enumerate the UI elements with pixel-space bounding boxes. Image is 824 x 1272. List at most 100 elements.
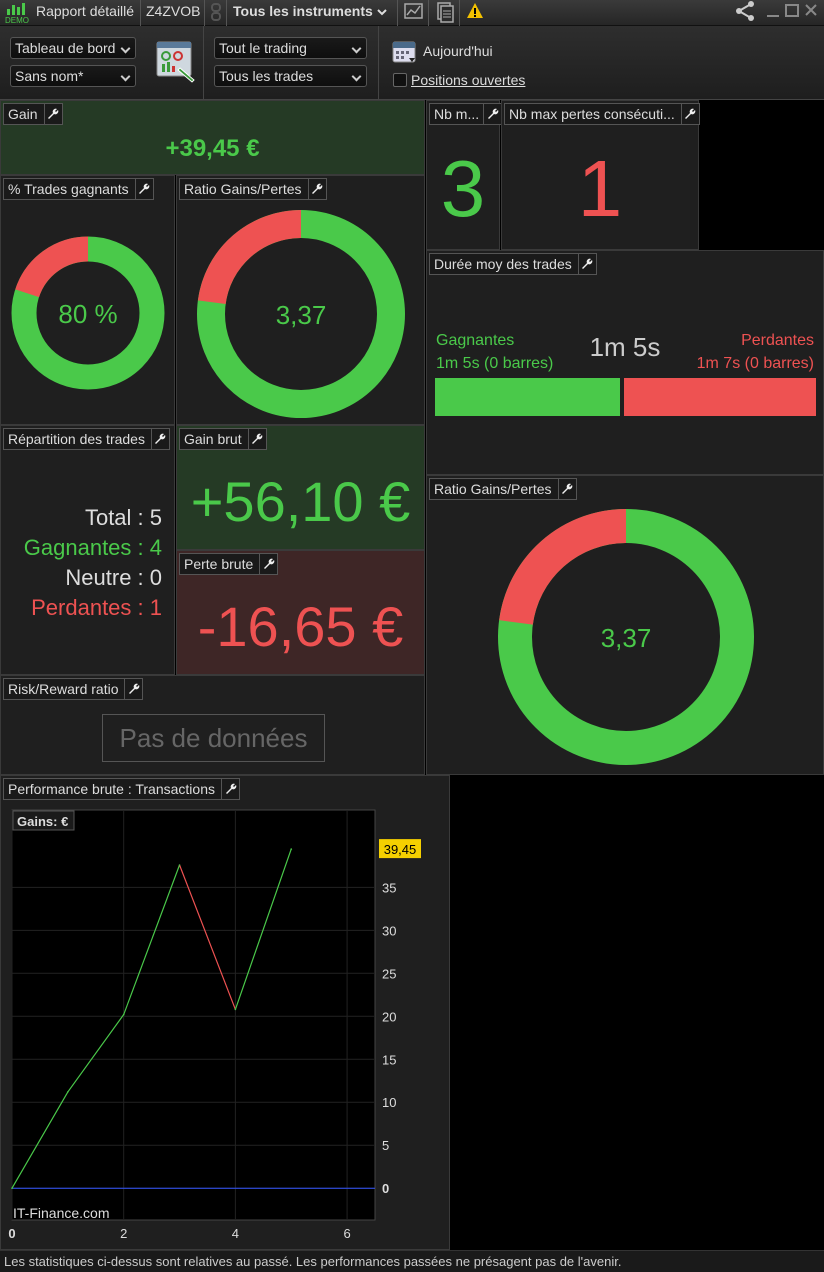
duration-bar-winning — [435, 378, 620, 416]
panel-title: % Trades gagnants — [3, 178, 154, 200]
losing-duration: 1m 7s (0 barres) — [696, 355, 814, 372]
x-tick-label: 6 — [343, 1226, 350, 1241]
duration-bar-losing — [624, 378, 816, 416]
profit-ratio-large-donut: 3,37 — [498, 509, 754, 765]
maximize-icon[interactable] — [784, 0, 800, 26]
legend-box — [12, 810, 75, 831]
watermark: IT-Finance.com — [13, 1205, 109, 1221]
last-value-badge — [379, 839, 421, 859]
dashboard-settings-icon[interactable] — [154, 38, 198, 84]
data-point — [234, 1008, 237, 1011]
max-wins-value: 3 — [440, 144, 486, 233]
series-segment — [123, 864, 181, 1015]
data-point — [11, 1187, 13, 1189]
profit-ratio-value: 3,37 — [276, 300, 327, 330]
max-consecutive-losses-panel: Nb max pertes consécuti... 1 — [501, 100, 700, 250]
wrench-icon[interactable] — [43, 104, 62, 124]
risk-reward-panel: Risk/Reward ratio Pas de données — [0, 675, 425, 775]
account-label[interactable]: Z4ZVOB — [146, 3, 201, 19]
data-point — [122, 1013, 125, 1016]
gross-loss-panel: Perte brute -16,65 € — [176, 550, 425, 675]
open-positions-checkbox[interactable] — [393, 73, 407, 87]
neutral-trades: Neutre : 0 — [65, 565, 162, 590]
x-tick-label: 2 — [120, 1226, 127, 1241]
performance-panel: Performance brute : Transactions 0 5 10 15 2… — [0, 775, 450, 1250]
series-segment — [11, 1091, 69, 1189]
close-icon[interactable] — [803, 0, 819, 26]
share-icon[interactable] — [734, 0, 756, 26]
data-point — [290, 848, 293, 850]
calendar-icon[interactable] — [391, 38, 419, 66]
report-title: Rapport détaillé — [36, 3, 135, 19]
donut-red-arc — [499, 509, 627, 626]
wrench-icon[interactable] — [259, 554, 277, 574]
winning-label: Gagnantes — [436, 332, 515, 349]
series-segment — [234, 848, 292, 1010]
panel-title: Durée moy des trades — [429, 253, 597, 275]
data-point — [178, 864, 181, 866]
y-tick-label: 30 — [382, 923, 396, 938]
instruments-dropdown[interactable]: Tous les instruments — [233, 0, 387, 26]
win-rate-donut: 80 % — [11, 236, 165, 390]
minimize-icon[interactable] — [765, 0, 781, 26]
wrench-icon[interactable] — [247, 429, 266, 449]
date-label[interactable]: Aujourd'hui — [423, 43, 493, 59]
panel-title: Perte brute — [179, 553, 279, 575]
winning-duration: 1m 5s (0 barres) — [436, 355, 554, 372]
performance-chart[interactable]: 0 5 10 15 20 25 30 35 0 2 4 6 39,45 Gains: € IT-Financ… — [1, 804, 449, 1249]
plot-area — [11, 809, 376, 1221]
series-segment — [67, 1014, 125, 1093]
wrench-icon[interactable] — [307, 179, 326, 199]
panel-title: Nb m... — [429, 103, 503, 125]
total-trades: Total : 5 — [84, 505, 162, 530]
legend-label: Gains: € — [17, 814, 68, 829]
panel-title: Ratio Gains/Pertes — [429, 478, 577, 500]
winning-trades: Gagnantes : 4 — [23, 535, 162, 560]
profit-ratio-large-value: 3,37 — [601, 623, 652, 653]
wrench-icon[interactable] — [680, 104, 699, 124]
wrench-icon[interactable] — [557, 479, 576, 499]
average-duration-value: 1m 5s — [589, 332, 661, 362]
average-duration-panel: Durée moy des trades Gagnantes 1m 5s (0 … — [426, 250, 824, 475]
panel-title: Répartition des trades — [3, 428, 170, 450]
disclaimer: Les statistiques ci-dessus sont relative… — [0, 1250, 824, 1272]
chart-icon[interactable] — [403, 0, 425, 26]
gross-loss-value: -16,65 € — [197, 595, 404, 658]
gross-gain-panel: Gain brut +56,10 € — [176, 425, 425, 550]
series-segment — [178, 864, 236, 1010]
wrench-icon[interactable] — [150, 429, 169, 449]
document-icon[interactable] — [434, 0, 456, 26]
wrench-icon[interactable] — [483, 104, 501, 124]
panel-title: Performance brute : Transactions — [3, 778, 240, 800]
y-tick-label: 10 — [382, 1095, 396, 1110]
wrench-icon[interactable] — [134, 179, 153, 199]
wrench-icon[interactable] — [577, 254, 596, 274]
losing-trades: Perdantes : 1 — [31, 595, 162, 620]
x-tick-label: 0 — [8, 1226, 15, 1241]
x-tick-label: 4 — [232, 1226, 239, 1241]
wrench-icon[interactable] — [221, 779, 239, 799]
max-consecutive-wins-panel: Nb m... 3 — [426, 100, 503, 250]
open-positions-label[interactable]: Positions ouvertes — [411, 72, 526, 88]
donut-red-arc — [197, 210, 302, 305]
duration-bar — [435, 378, 816, 416]
dashboard-select[interactable]: Tableau de bord — [10, 37, 136, 59]
losing-label: Perdantes — [741, 332, 814, 349]
no-data-label: Pas de données — [102, 714, 325, 762]
profit-ratio-large-panel: Ratio Gains/Pertes 3,37 — [426, 475, 824, 775]
max-losses-value: 1 — [577, 144, 623, 233]
wrench-icon[interactable] — [124, 679, 142, 699]
gain-panel: Gain +39,45 € — [0, 100, 425, 175]
panel-title: Nb max pertes consécuti... — [504, 103, 700, 125]
y-tick-label: 25 — [382, 966, 396, 981]
toolbar: Tableau de bord Sans nom* Tout le tradin… — [0, 26, 824, 100]
warning-icon[interactable] — [465, 0, 485, 26]
link-icon[interactable] — [209, 0, 223, 26]
trade-breakdown-panel: Répartition des trades Total : 5 Gagnant… — [0, 425, 175, 675]
y-tick-label: 0 — [382, 1181, 389, 1196]
y-tick-label: 5 — [382, 1138, 389, 1153]
panel-title: Risk/Reward ratio — [3, 678, 144, 700]
trades-select[interactable]: Tous les trades — [214, 65, 367, 87]
trading-select[interactable]: Tout le trading — [214, 37, 367, 59]
name-select[interactable]: Sans nom* — [10, 65, 136, 87]
